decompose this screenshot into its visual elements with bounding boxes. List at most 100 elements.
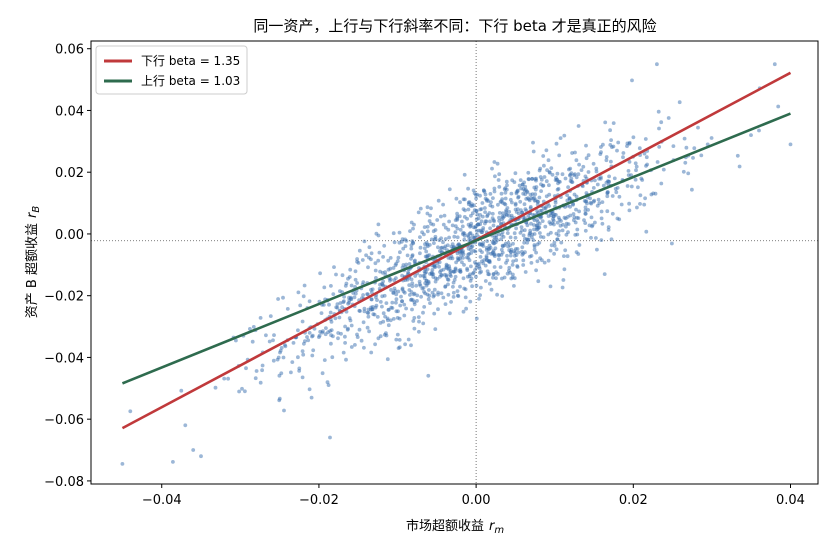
scatter-point [478, 293, 482, 297]
scatter-point [525, 189, 529, 194]
scatter-point [589, 235, 593, 240]
scatter-point [349, 323, 354, 328]
scatter-point [552, 251, 556, 256]
scatter-point [394, 276, 398, 280]
scatter-point [504, 187, 509, 192]
scatter-point [396, 255, 401, 260]
scatter-point [461, 256, 465, 260]
scatter-point [560, 228, 565, 233]
scatter-point [355, 335, 360, 339]
scatter-point [485, 214, 489, 219]
scatter-point [488, 226, 492, 231]
scatter-point [504, 261, 508, 265]
scatter-point [449, 300, 453, 304]
scatter-point [575, 232, 580, 237]
scatter-point [475, 192, 480, 197]
scatter-point [367, 329, 371, 334]
scatter-point [504, 212, 509, 217]
scatter-point [378, 321, 383, 325]
scatter-point [222, 376, 227, 381]
scatter-point [332, 265, 336, 269]
scatter-point [496, 272, 500, 276]
scatter-point [334, 272, 338, 277]
scatter-point [171, 460, 175, 464]
scatter-point [629, 184, 634, 189]
scatter-point [397, 230, 402, 235]
scatter-point [614, 190, 619, 195]
scatter-point [291, 341, 296, 345]
scatter-point [412, 326, 417, 331]
scatter-point [336, 331, 341, 335]
scatter-point [421, 321, 426, 326]
scatter-point [507, 265, 512, 270]
scatter-point [634, 168, 638, 173]
scatter-point [462, 237, 467, 242]
scatter-point [402, 313, 407, 318]
scatter-point [522, 202, 527, 207]
scatter-point [365, 292, 369, 296]
scatter-point [579, 168, 584, 173]
scatter-point [328, 435, 332, 440]
scatter-point [533, 192, 538, 197]
scatter-point [307, 299, 312, 304]
scatter-point [455, 226, 460, 231]
scatter-point [437, 264, 441, 269]
scatter-point [446, 256, 451, 260]
legend-box [95, 45, 248, 95]
scatter-point [505, 253, 509, 258]
scatter-point [709, 136, 714, 140]
scatter-point [422, 305, 427, 309]
scatter-point [661, 167, 666, 172]
scatter-point [611, 144, 616, 149]
scatter-point [322, 285, 327, 290]
scatter-point [772, 62, 777, 67]
scatter-point [497, 257, 501, 262]
scatter-point [645, 162, 649, 167]
scatter-point [375, 298, 379, 302]
scatter-point [268, 314, 273, 318]
scatter-point [353, 277, 358, 282]
scatter-point [576, 124, 581, 128]
scatter-point [629, 173, 633, 178]
scatter-point [549, 230, 553, 235]
scatter-point [409, 343, 413, 348]
scatter-point [497, 172, 502, 177]
scatter-point [554, 141, 559, 146]
y-tick-label: −0.04 [44, 351, 84, 366]
scatter-point [439, 236, 443, 241]
scatter-point [551, 217, 555, 222]
scatter-point [376, 258, 381, 263]
scatter-point [497, 215, 501, 220]
regression-line-downside [121, 71, 792, 430]
scatter-point [395, 332, 400, 337]
scatter-point [605, 191, 610, 196]
scatter-point [388, 256, 393, 260]
scatter-point [604, 155, 609, 159]
scatter-point [391, 290, 396, 295]
scatter-point [548, 222, 553, 226]
scatter-point [491, 196, 495, 201]
y-tick-label: −0.06 [44, 413, 84, 428]
scatter-point [600, 200, 605, 205]
y-axis-ticks: −0.08 −0.06 −0.04 −0.02 0.00 0.02 0.04 0.06 [44, 43, 91, 490]
scatter-point [458, 227, 463, 232]
scatter-point [496, 178, 501, 182]
scatter-point [547, 170, 552, 175]
scatter-point [300, 375, 305, 380]
scatter-point [554, 231, 559, 236]
scatter-point [416, 210, 421, 215]
scatter-point [512, 284, 516, 288]
scatter-point [492, 189, 497, 194]
scatter-point [390, 300, 395, 305]
scatter-point [258, 316, 263, 320]
scatter-point [394, 261, 399, 266]
scatter-point [361, 293, 365, 297]
scatter-point [609, 138, 613, 143]
scatter-point [494, 236, 499, 240]
scatter-point [593, 178, 597, 183]
scatter-point [521, 263, 526, 267]
scatter-point [391, 266, 396, 270]
scatter-point [549, 166, 554, 171]
scatter-point [474, 229, 479, 233]
y-axis-title: 资产 B 超额收益 rB [25, 206, 42, 319]
